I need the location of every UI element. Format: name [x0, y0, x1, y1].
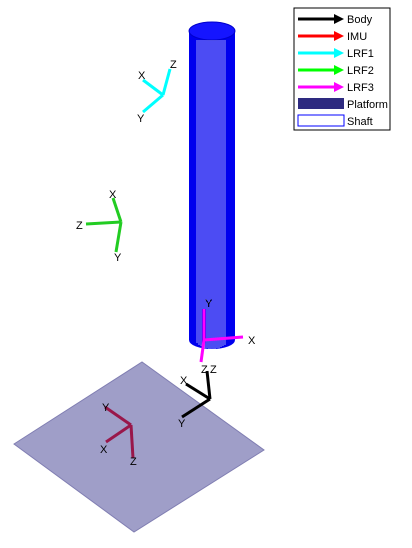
lrf1-x-label: X [138, 70, 146, 82]
lrf2-frame [85, 197, 123, 253]
platform-frame-y-label: X [100, 444, 108, 456]
platform-frame-x-label: Y [102, 402, 110, 414]
lrf1-y-label: Y [137, 113, 145, 125]
legend-label-lrf2: LRF2 [347, 65, 374, 77]
body-frame [181, 370, 212, 419]
legend-item-lrf2: LRF2 [298, 65, 374, 77]
legend-item-platform: Platform [298, 98, 388, 111]
lrf2-y-label: Y [114, 252, 122, 264]
lrf2-z-label: Z [76, 220, 83, 232]
shaft-cylinder [188, 21, 236, 349]
legend-item-imu: IMU [298, 31, 367, 43]
lrf3-z-label: Z [201, 364, 208, 376]
lrf1-z-label: Z [170, 59, 177, 71]
legend-label-platform: Platform [347, 99, 388, 111]
platform-plane [13, 361, 265, 533]
legend-item-lrf3: LRF3 [298, 82, 374, 94]
legend-item-lrf1: LRF1 [298, 48, 374, 60]
body-z-label: Z [210, 364, 217, 376]
legend-label-lrf3: LRF3 [347, 82, 374, 94]
body-x-label: X [180, 375, 188, 387]
lrf3-y-label: Y [205, 298, 213, 310]
lrf1-frame [142, 68, 172, 114]
lrf2-x-label: X [109, 189, 117, 201]
legend-item-shaft: Shaft [297, 114, 373, 128]
lrf3-x-label: X [248, 335, 256, 347]
legend-label-body: Body [347, 14, 373, 26]
legend: Body IMU LRF1 LRF2 LRF3 Platform S [293, 7, 391, 131]
lrf3-frame [199, 309, 244, 363]
legend-label-imu: IMU [347, 31, 367, 43]
legend-label-lrf1: LRF1 [347, 48, 374, 60]
body-y-label: Y [178, 418, 186, 430]
platform-frame-z-label: Z [130, 456, 137, 468]
legend-item-body: Body [298, 14, 373, 26]
legend-label-shaft: Shaft [347, 116, 373, 128]
platform-frame [104, 405, 135, 459]
